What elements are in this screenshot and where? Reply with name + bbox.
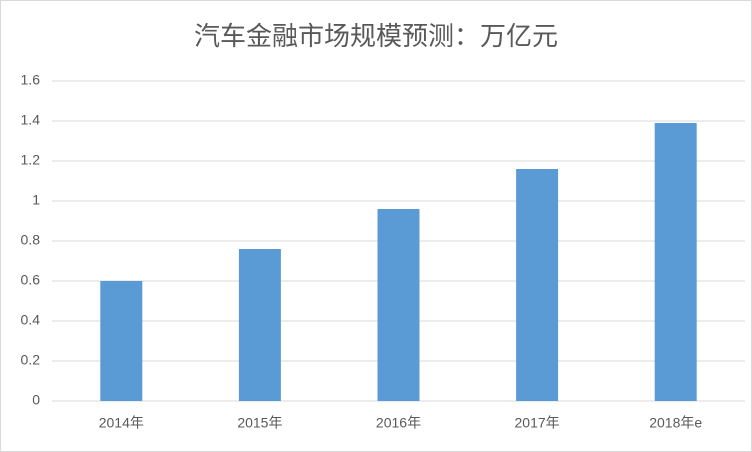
y-tick-label: 0.2 — [21, 352, 41, 368]
x-tick-label: 2017年 — [515, 415, 560, 431]
y-tick-label: 1.4 — [21, 112, 41, 128]
x-tick-label: 2014年 — [99, 415, 144, 431]
bar — [516, 169, 559, 401]
x-tick-label: 2015年 — [237, 415, 282, 431]
y-tick-label: 0.6 — [21, 272, 41, 288]
bar — [377, 209, 420, 401]
x-tick-label: 2016年 — [376, 415, 421, 431]
bar — [654, 123, 697, 401]
y-tick-label: 1.6 — [21, 72, 41, 88]
y-tick-label: 0.4 — [21, 312, 41, 328]
y-tick-label: 1 — [32, 192, 40, 208]
y-tick-label: 1.2 — [21, 152, 41, 168]
chart-title: 汽车金融市场规模预测：万亿元 — [194, 21, 558, 51]
y-tick-label: 0.8 — [21, 232, 41, 248]
bar — [100, 281, 143, 401]
x-tick-label: 2018年e — [649, 415, 702, 431]
y-tick-label: 0 — [32, 392, 40, 408]
bar — [238, 249, 281, 401]
